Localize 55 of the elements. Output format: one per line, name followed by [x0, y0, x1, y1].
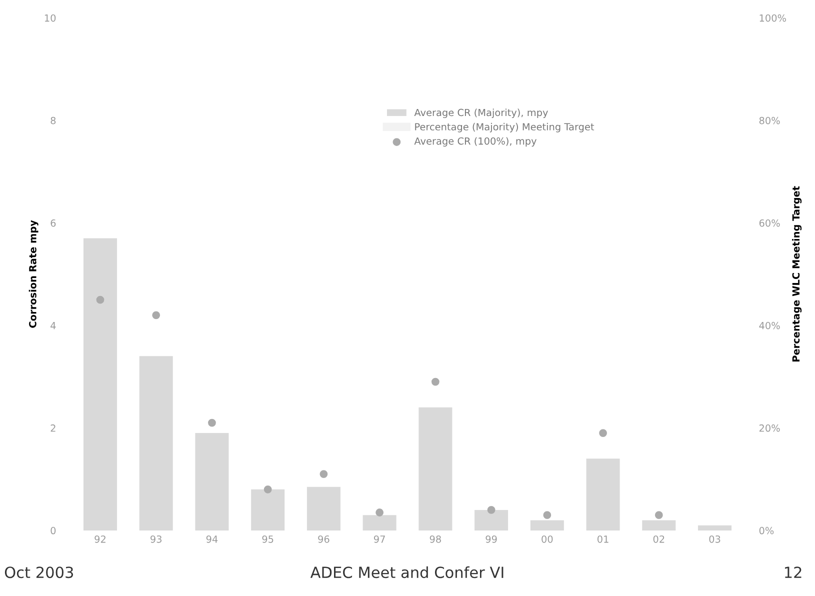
bar: [83, 238, 117, 530]
text: 12: [785, 566, 802, 578]
point: [264, 485, 272, 494]
x-tick-label: 98: [430, 535, 441, 543]
y2-tick-label: 60%: [759, 219, 780, 227]
y-tick-label: 6: [50, 219, 56, 227]
y2-tick-label: 80%: [759, 116, 780, 124]
point: [654, 511, 663, 520]
bar: [251, 489, 285, 530]
y2-tick-label: 40%: [759, 322, 780, 330]
bar: [474, 510, 508, 530]
y-tick-label: 8: [50, 116, 56, 124]
legend-label: Average CR (Majority), mpy: [414, 108, 548, 118]
x-tick-label: 96: [318, 535, 330, 543]
point: [376, 508, 384, 516]
point: [152, 311, 160, 320]
legend-label: Percentage (Majority) Meeting Target: [415, 122, 594, 132]
point: [543, 511, 552, 520]
bar: [418, 407, 452, 530]
y2-tick-label: 100%: [760, 14, 786, 22]
y-axis-title: Corrosion Rate mpy: [28, 220, 38, 328]
point: [599, 429, 607, 438]
y2-axis-title: Percentage WLC Meeting Target: [792, 186, 802, 362]
point: [96, 296, 104, 304]
x-tick-label: 01: [597, 535, 608, 543]
y-tick-label: 0: [50, 526, 56, 534]
bar: [642, 520, 676, 530]
y-tick-label: 4: [50, 322, 56, 330]
text: Oct 2003: [4, 566, 74, 578]
bar: [306, 486, 340, 530]
x-tick-label: 00: [542, 535, 553, 543]
point: [320, 470, 328, 478]
x-tick-label: 94: [206, 535, 218, 543]
x-tick-label: 97: [374, 535, 385, 543]
bar: [362, 515, 396, 530]
y-tick-label: 10: [44, 14, 56, 22]
y2-tick-label: 20%: [759, 424, 780, 432]
legend-label: Average CR (100%), mpy: [414, 137, 537, 147]
bar: [195, 433, 229, 530]
y-tick-label: 2: [50, 424, 56, 432]
point: [487, 506, 496, 514]
y2-tick-label: 0%: [759, 526, 774, 534]
bar: [530, 520, 564, 530]
bar: [586, 458, 620, 530]
x-tick-label: 92: [94, 535, 106, 543]
x-tick-label: 03: [709, 535, 720, 543]
bar: [139, 356, 173, 530]
x-tick-label: 93: [150, 535, 162, 543]
point: [208, 418, 216, 427]
x-tick-label: 02: [653, 535, 664, 543]
x-tick-label: 99: [486, 535, 497, 543]
text: ADEC Meet and Confer VI: [310, 566, 504, 578]
bar: [698, 525, 732, 530]
point: [431, 378, 440, 386]
x-tick-label: 95: [262, 535, 274, 543]
